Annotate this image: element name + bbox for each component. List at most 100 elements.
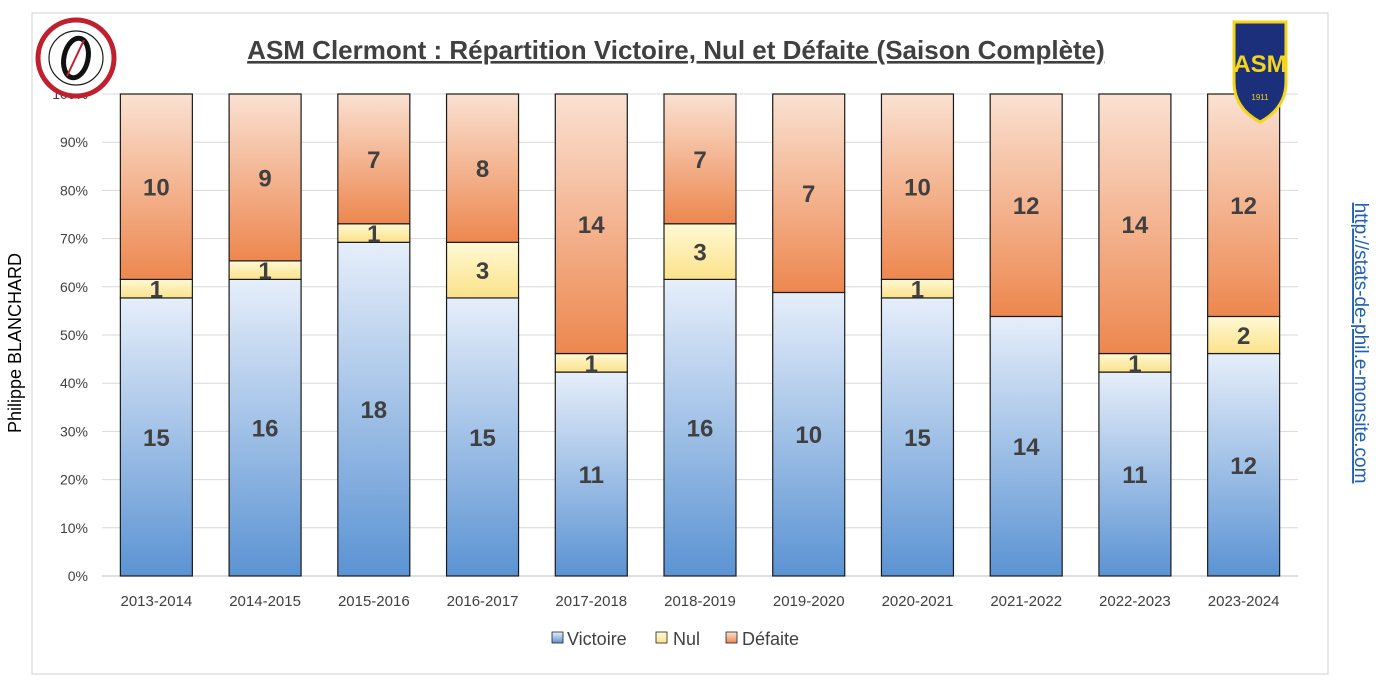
- y-tick-label: 70%: [60, 231, 88, 247]
- bar-segment-victoire: [554, 371, 628, 577]
- legend-item-victoire: Victoire: [551, 629, 627, 649]
- y-tick-label: 80%: [60, 182, 88, 198]
- bar-segment-defaite: [1207, 93, 1281, 318]
- asm-clermont-logo: ASM 1911: [1232, 20, 1288, 124]
- data-label-defaite: 12: [1013, 193, 1040, 220]
- y-tick-label: 20%: [60, 472, 88, 488]
- logo-rugby-ball-icon: [61, 35, 91, 81]
- y-tick-label: 50%: [60, 327, 88, 343]
- bar-segment-victoire: [1207, 352, 1281, 577]
- legend-label-defaite: Défaite: [742, 629, 799, 649]
- bar-segment-victoire: [119, 297, 193, 577]
- bar-stack-2021-2022: 14 12: [989, 93, 1063, 577]
- bar-segment-defaite: [445, 93, 520, 243]
- y-tick-label: 40%: [60, 375, 88, 391]
- bar-segment-defaite: [989, 93, 1063, 318]
- legend-swatch-victoire: [551, 631, 564, 644]
- bar-segment-victoire: [337, 241, 411, 577]
- data-label-defaite: 7: [802, 181, 815, 208]
- bar-segment-defaite: [663, 93, 737, 225]
- bar-segment-nul: [1207, 315, 1281, 355]
- y-tick-label: 30%: [60, 423, 88, 439]
- bar-segment-defaite: [119, 93, 193, 280]
- asm-monogram: ASM: [1233, 51, 1286, 78]
- asm-year: 1911: [1251, 93, 1269, 102]
- y-tick-label: 60%: [60, 279, 88, 295]
- legend: Victoire Nul Défaite: [551, 629, 799, 649]
- data-label-defaite: 10: [904, 175, 931, 202]
- bar-segment-victoire: [880, 297, 955, 577]
- data-label-defaite: 10: [143, 175, 170, 202]
- legend-label-nul: Nul: [673, 629, 700, 649]
- bar-stack-2019-2020: 10 7: [772, 93, 846, 577]
- x-tick-label: 2013-2014: [120, 593, 192, 610]
- data-label-victoire: 14: [1013, 434, 1040, 461]
- bar-segment-defaite: [228, 93, 302, 262]
- x-axis-ticks: 2013-2014 2014-2015 2015-2016 2016-2017 2017…: [120, 593, 1279, 610]
- data-label-nul: 2: [1237, 323, 1250, 350]
- data-label-defaite: 7: [693, 147, 706, 174]
- bar-stack-2013-2014: 15 1 10: [119, 93, 193, 577]
- data-label-nul: 1: [1128, 351, 1141, 378]
- data-label-defaite: 8: [476, 156, 489, 183]
- data-label-victoire: 11: [1122, 462, 1147, 489]
- bar-segment-victoire: [772, 291, 846, 577]
- bar-stack-2023-2024: 12 2 12: [1207, 93, 1281, 577]
- data-label-defaite: 14: [1122, 212, 1149, 239]
- bar-segment-defaite: [772, 93, 846, 294]
- asm-shield-icon: [1232, 20, 1288, 124]
- website-link[interactable]: http://stats-de-phil.e-monsite.com: [1350, 203, 1371, 484]
- data-label-nul: 1: [911, 277, 924, 304]
- data-label-nul: 1: [258, 258, 271, 285]
- data-label-victoire: 16: [687, 416, 714, 443]
- y-tick-label: 10%: [60, 520, 88, 536]
- x-tick-label: 2014-2015: [229, 593, 301, 610]
- data-label-defaite: 12: [1230, 193, 1257, 220]
- legend-item-defaite: Défaite: [725, 629, 799, 649]
- data-label-defaite: 7: [367, 147, 380, 174]
- legend-swatch-nul: [655, 631, 668, 644]
- legend-swatch-defaite: [725, 631, 738, 644]
- data-label-victoire: 11: [579, 462, 604, 489]
- data-label-nul: 1: [150, 277, 163, 304]
- data-label-nul: 3: [476, 258, 489, 285]
- data-label-victoire: 10: [795, 422, 822, 449]
- data-label-nul: 1: [367, 221, 380, 248]
- y-tick-label: 0%: [68, 568, 88, 584]
- chart-title: ASM Clermont : Répartition Victoire, Nul…: [247, 35, 1105, 65]
- x-tick-label: 2015-2016: [338, 593, 410, 610]
- bar-segment-defaite: [337, 93, 411, 225]
- x-tick-label: 2022-2023: [1099, 593, 1171, 610]
- y-axis-label: Philippe BLANCHARD: [5, 253, 25, 433]
- bars: 1511016191817153811114163710715110141211…: [119, 93, 1281, 577]
- bar-segment-victoire: [663, 278, 737, 577]
- data-label-nul: 1: [585, 351, 598, 378]
- x-tick-label: 2018-2019: [664, 593, 736, 610]
- bar-stack-2020-2021: 15 1 10: [880, 93, 955, 577]
- x-tick-label: 2019-2020: [773, 593, 845, 610]
- x-tick-label: 2017-2018: [555, 593, 627, 610]
- x-tick-label: 2016-2017: [447, 593, 519, 610]
- bar-segment-victoire: [1098, 371, 1172, 577]
- data-label-victoire: 15: [904, 425, 931, 452]
- x-tick-label: 2020-2021: [882, 593, 954, 610]
- legend-label-victoire: Victoire: [567, 629, 627, 649]
- data-label-victoire: 18: [360, 397, 387, 424]
- x-tick-label: 2023-2024: [1208, 593, 1280, 610]
- data-label-nul: 3: [693, 240, 706, 267]
- stats-de-phil-logo: [35, 17, 117, 99]
- data-label-defaite: 9: [258, 165, 271, 192]
- legend-item-nul: Nul: [655, 629, 700, 649]
- x-tick-label: 2021-2022: [990, 593, 1062, 610]
- y-tick-label: 90%: [60, 134, 88, 150]
- logo-stroke-icon: [66, 39, 85, 77]
- data-label-victoire: 16: [252, 416, 279, 443]
- data-label-victoire: 15: [469, 425, 496, 452]
